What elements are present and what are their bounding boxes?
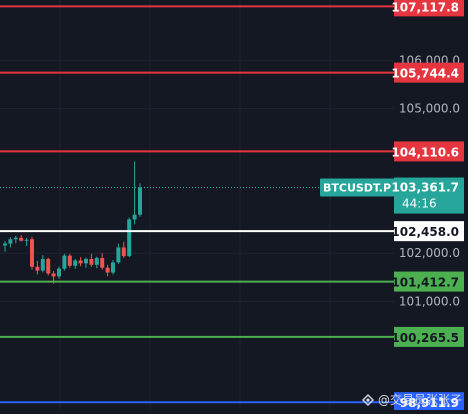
candle-body xyxy=(3,244,7,246)
y-tick-label: 105,000.0 xyxy=(399,102,460,116)
y-tick-label: 102,000.0 xyxy=(399,246,460,260)
candle-body xyxy=(122,247,126,256)
candle-layer xyxy=(3,162,142,284)
price-line-label: 104,110.6 xyxy=(391,145,459,159)
candle-body xyxy=(89,259,93,265)
candle-body xyxy=(25,240,29,241)
candle-body xyxy=(14,238,18,239)
watermark-text: @交易员张张子 xyxy=(378,391,462,408)
candle-body xyxy=(133,215,137,220)
candle-body xyxy=(116,247,120,262)
candle-body xyxy=(62,256,66,269)
countdown-label: 44:16 xyxy=(402,197,437,211)
candle-body xyxy=(46,259,50,273)
candle-body xyxy=(127,219,131,256)
grid-layer xyxy=(0,0,394,410)
y-tick-label: 101,000.0 xyxy=(399,294,460,308)
candle-body xyxy=(57,269,61,277)
candle-body xyxy=(8,239,12,243)
candle-body xyxy=(138,188,142,215)
candle-body xyxy=(111,262,115,272)
candle-body xyxy=(19,238,23,241)
candle-body xyxy=(73,260,77,265)
watermark: @交易员张张子 xyxy=(362,391,462,408)
price-axis: 106,000.0105,000.0102,000.0101,000.0107,… xyxy=(320,0,464,410)
candle-body xyxy=(84,259,88,263)
price-line-label: 100,265.5 xyxy=(391,331,459,345)
price-line-label: 101,412.7 xyxy=(391,276,459,290)
candle-body xyxy=(95,258,99,265)
candle-body xyxy=(35,267,39,271)
price-lines-layer xyxy=(0,6,394,402)
candle-body xyxy=(52,273,56,276)
candle-body xyxy=(79,260,83,263)
candle-body xyxy=(68,256,72,266)
symbol-tag: BTCUSDT.P xyxy=(323,182,391,195)
price-line-label: 105,744.4 xyxy=(391,67,459,81)
last-price-label: 103,361.7 xyxy=(391,181,459,195)
candle-body xyxy=(30,239,34,266)
diamond-logo-icon xyxy=(362,394,374,406)
price-line-label: 102,458.0 xyxy=(391,225,459,239)
candle-body xyxy=(100,258,104,268)
price-line-label: 107,117.8 xyxy=(391,0,459,14)
candle-body xyxy=(106,268,110,273)
candle-body xyxy=(41,259,45,271)
